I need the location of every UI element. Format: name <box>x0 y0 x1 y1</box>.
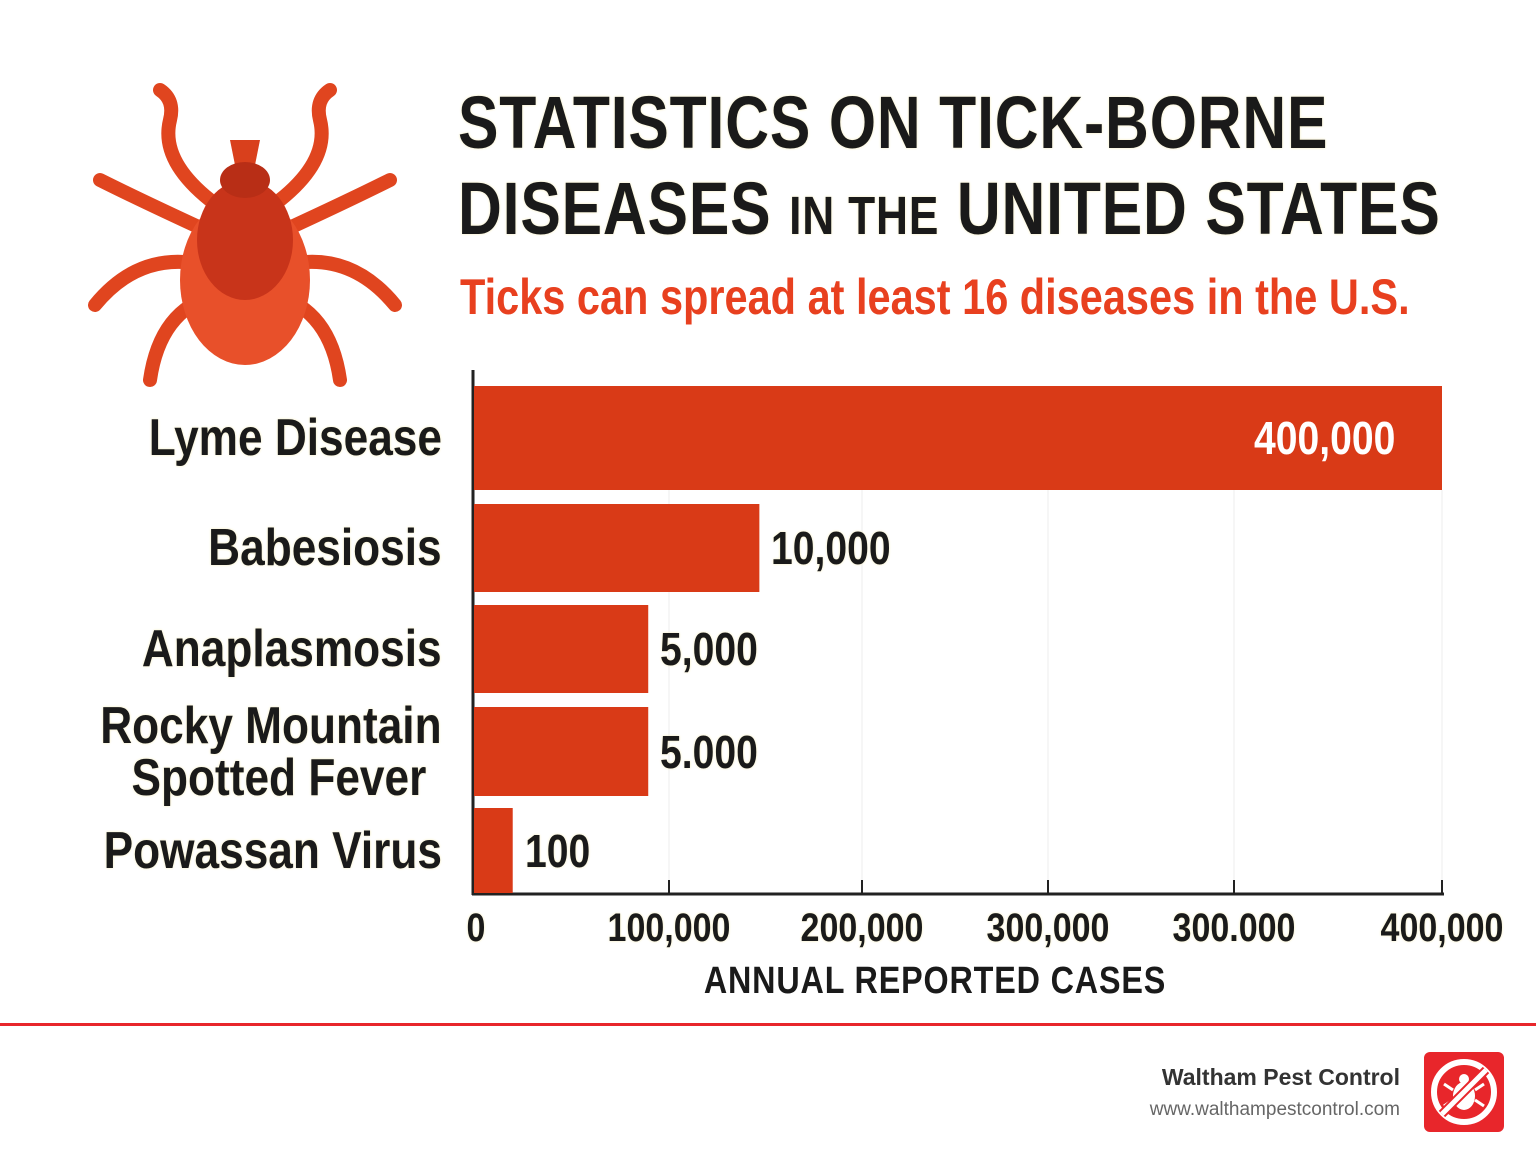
bar <box>474 808 513 893</box>
title-word-united-states: UNITED STATES <box>956 167 1441 250</box>
brand-name: Waltham Pest Control <box>1161 1064 1400 1090</box>
category-label-line: Lyme Disease <box>148 409 442 467</box>
category-label: Powassan Virus <box>104 825 442 877</box>
x-tick-label: 200,000 <box>800 906 924 950</box>
chart-subtitle: Ticks can spread at least 16 diseases in… <box>460 269 1410 325</box>
data-label: 100 <box>524 824 590 877</box>
title-word-in-the: IN THE <box>789 186 940 246</box>
category-label-line: Powassan Virus <box>103 821 442 880</box>
no-bugs-icon <box>1424 1052 1504 1132</box>
x-tick-label: 300,000 <box>986 906 1110 950</box>
x-tick-label: 400,000 <box>1380 906 1504 950</box>
bar <box>474 386 1442 490</box>
data-label: 10,000 <box>771 522 891 574</box>
chart-title-line-1: STATISTICS ON TICK-BORNE <box>458 81 1329 164</box>
brand-url[interactable]: www.walthampestcontrol.com <box>1149 1099 1400 1120</box>
title-word-diseases: DISEASES <box>458 167 772 250</box>
footer-divider <box>0 1023 1536 1026</box>
category-label-line: Anaplasmosis <box>142 620 442 678</box>
data-label: 5.000 <box>660 725 759 778</box>
category-label-line: Rocky Mountain <box>100 696 442 755</box>
bar <box>474 504 760 592</box>
category-label: Anaplasmosis <box>142 623 442 675</box>
x-tick-label: 0 <box>466 906 486 950</box>
data-label: 400,000 <box>1254 412 1396 464</box>
x-tick-label: 100,000 <box>607 906 731 950</box>
x-axis-label: ANNUAL REPORTED CASES <box>703 960 1167 1002</box>
category-label-line: Babesiosis <box>208 519 442 577</box>
x-tick-label: 300.000 <box>1172 906 1296 950</box>
category-label: Rocky Mountain Spotted Fever <box>101 700 442 804</box>
bar <box>474 605 649 693</box>
chart-title-line-2: DISEASES IN THE UNITED STATES <box>458 166 1441 251</box>
category-label: Babesiosis <box>209 522 442 574</box>
data-label: 5,000 <box>660 623 759 675</box>
bar <box>474 707 649 796</box>
tick-icon <box>88 83 402 387</box>
category-label-line: Spotted Fever <box>131 748 427 807</box>
category-label: Lyme Disease <box>149 412 442 464</box>
